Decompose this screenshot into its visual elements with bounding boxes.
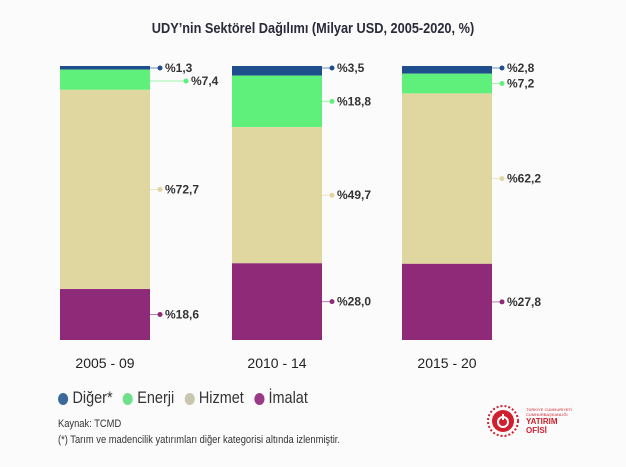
label-dot [499, 81, 505, 87]
yatirim-ofisi-logo: TÜRKİYE CUMHURİYETİ CUMHURBAŞKANLIĞI YAT… [486, 404, 572, 438]
label-dot [499, 299, 505, 305]
label-dot [499, 176, 505, 182]
bar-segment [60, 289, 150, 340]
bar-segment [60, 66, 150, 70]
data-label: %1,3 [165, 61, 193, 75]
data-label: %27,8 [507, 295, 541, 309]
data-label: %18,6 [165, 308, 199, 322]
data-label: %7,2 [507, 77, 535, 91]
label-dot [157, 65, 163, 71]
legend-dot [58, 392, 69, 405]
legend-item-imalat: İmalat [254, 388, 308, 408]
bar-segment [402, 263, 492, 340]
bar-segment [60, 69, 150, 90]
data-label: %62,2 [507, 172, 541, 186]
bar-segment [232, 263, 322, 340]
label-dot [329, 192, 335, 198]
source-text: Kaynak: TCMD [58, 418, 122, 430]
logo-emblem-icon [487, 405, 519, 437]
legend-dot [122, 392, 134, 405]
bar-segment [232, 66, 322, 76]
bar-segment [232, 75, 322, 128]
data-label: %49,7 [337, 188, 371, 202]
category-label: 2010 - 14 [247, 355, 306, 371]
legend-item-diger: Diğer* [58, 388, 113, 408]
label-dot [329, 98, 335, 104]
data-label: %3,5 [337, 61, 365, 75]
footnote: (*) Tarım ve madencilik yatırımları diğe… [58, 434, 340, 446]
label-dot [499, 65, 505, 71]
label-dot [183, 78, 189, 84]
label-dot [329, 299, 335, 305]
legend-dot [254, 392, 265, 405]
data-label: %2,8 [507, 61, 535, 75]
bar-segment [232, 127, 322, 264]
data-label: %72,7 [165, 182, 199, 196]
stacked-bar-chart: %1,3%7,4 %72,7 %18,6 2005 - 09 %3,5 %18,8 %49,… [60, 61, 541, 371]
legend-item-hizmet: Hizmet [184, 388, 244, 408]
category-label: 2005 - 09 [75, 355, 134, 371]
data-label: %28,0 [337, 295, 371, 309]
label-dot [157, 312, 163, 318]
label-dot [329, 65, 335, 71]
category-label: 2015 - 20 [417, 355, 476, 371]
chart-title: UDY’nin Sektörel Dağılımı (Milyar USD, 2… [151, 20, 475, 37]
bar-segment [60, 89, 150, 290]
legend: Diğer* Enerji Hizmet İmalat [58, 388, 308, 408]
bar-segment [402, 93, 492, 264]
legend-dot [184, 392, 195, 405]
data-label: %18,8 [337, 94, 371, 108]
bar-segment [402, 73, 492, 94]
data-label: %7,4 [191, 74, 219, 88]
legend-item-enerji: Enerji [122, 388, 174, 408]
bar-segment [402, 66, 492, 74]
label-dot [157, 186, 163, 192]
